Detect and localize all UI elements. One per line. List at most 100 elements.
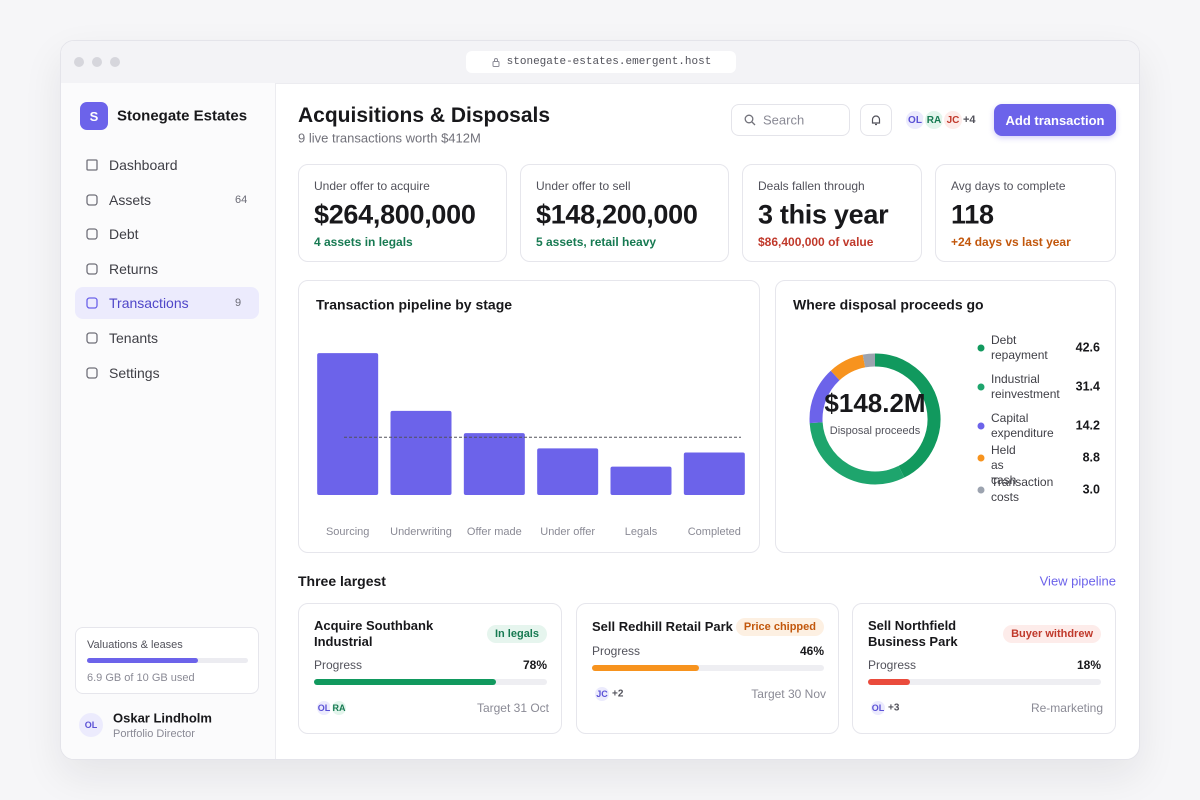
deal-name: Sell Northfield Business Park [868, 618, 958, 649]
legend-value: 8.8 [1083, 450, 1100, 464]
kpi-note: +24 days vs last year [951, 235, 1071, 249]
icon-shape [86, 332, 98, 344]
window-dot [110, 57, 120, 67]
kpi-label: Avg days to complete [951, 179, 1066, 193]
donut-center-caption: Disposal proceeds [830, 425, 921, 437]
deal-status: Buyer withdrew [1003, 625, 1101, 643]
search-box[interactable]: Search [731, 104, 850, 136]
storage-title: Valuations & leases [87, 639, 183, 651]
nav-item[interactable]: Dashboard [75, 149, 259, 181]
progress-row: Progress 78% [314, 658, 547, 672]
nav-label: Dashboard [109, 157, 178, 173]
progress-track [868, 679, 1101, 685]
kpi-value: $264,800,000 [314, 199, 476, 230]
progress-track [314, 679, 547, 685]
user-name: Oskar Lindholm [113, 710, 212, 726]
progress-row: Progress 46% [592, 644, 824, 658]
legend-label: Industrial reinvestment [991, 372, 1060, 401]
brand-logo: S [80, 102, 108, 130]
legend-label: Held as cash [991, 443, 1016, 487]
progress-fill [592, 665, 699, 671]
deal-avatar: RA [330, 699, 348, 717]
nav-item[interactable]: Returns [75, 253, 259, 285]
x-tick-label: Underwriting [390, 526, 452, 538]
deal-status: In legals [486, 625, 547, 643]
nav-icon [86, 366, 98, 379]
team-avatar: JC [942, 109, 964, 131]
kpi-card: Avg days to complete 118 +24 days vs last … [935, 164, 1116, 262]
url-bar[interactable]: stonegate-estates.emergent.host [466, 51, 736, 73]
nav-icon [86, 297, 98, 310]
x-tick-label: Sourcing [326, 526, 369, 538]
icon-shape [86, 228, 98, 240]
legend-swatch [977, 454, 985, 462]
kpi-label: Under offer to acquire [314, 179, 430, 193]
progress-value: 78% [522, 658, 547, 672]
proceeds-card: Where disposal proceeds go Debt repayment 4… [775, 280, 1116, 553]
search-placeholder: Search [763, 112, 805, 128]
add-transaction-button[interactable]: Add transaction [994, 104, 1116, 136]
donut-segment [809, 370, 840, 424]
pipeline-chart: Transaction pipeline by stage Sourcing Und… [316, 297, 745, 538]
deal-footer: JC +2 Target 30 Nov [592, 684, 826, 704]
legend-value: 42.6 [1076, 340, 1100, 354]
deal-header: Sell Redhill Retail Park Price chipped [592, 618, 824, 636]
notifications-button[interactable] [860, 104, 892, 136]
icon-shape [744, 114, 754, 124]
progress-title: Progress [592, 644, 641, 658]
progress-fill [868, 679, 910, 685]
deal-avatars-more: +2 [612, 688, 624, 700]
nav-item[interactable]: Settings [75, 357, 259, 389]
progress-value: 18% [1076, 658, 1101, 672]
view-pipeline-link[interactable]: View pipeline [1039, 573, 1116, 589]
deal-card[interactable]: Sell Northfield Business Park Buyer withd… [852, 603, 1116, 734]
deal-footer-note: Target 31 Oct [476, 701, 549, 715]
donut-segment [830, 354, 866, 381]
deal-card[interactable]: Sell Redhill Retail Park Price chipped Pro… [576, 603, 839, 734]
storage-label: 6.9 GB of 10 GB used [87, 672, 195, 684]
nav-item[interactable]: Debt [75, 218, 259, 250]
deal-header: Sell Northfield Business Park Buyer withd… [868, 618, 1101, 650]
nav-item[interactable]: Tenants [75, 322, 259, 354]
kpi-value: 118 [951, 199, 994, 230]
legend-label: Transaction costs [991, 475, 1053, 504]
bell-icon [871, 115, 881, 126]
bar [463, 433, 525, 495]
nav-label: Debt [109, 226, 139, 243]
pipeline-card: Transaction pipeline by stage Sourcing Und… [298, 280, 760, 553]
donut-segment [874, 353, 941, 478]
legend-label: Debt repayment [991, 333, 1048, 362]
progress-title: Progress [868, 658, 917, 672]
kpi-card: Under offer to sell $148,200,000 5 assets,… [520, 164, 729, 262]
lock-icon [492, 58, 500, 67]
nav-icon [86, 263, 98, 275]
nav-label: Transactions [109, 295, 189, 312]
bar [537, 448, 599, 495]
nav-icon [86, 159, 98, 171]
page-title: Acquisitions & Disposals [298, 104, 551, 127]
icon-shape [86, 297, 98, 310]
deal-header: Acquire Southbank Industrial In legals [314, 618, 547, 650]
nav-item[interactable]: Assets 64 [75, 184, 259, 216]
kpi-value: 3 this year [758, 199, 889, 230]
icon-shape [871, 115, 881, 126]
bar [683, 452, 745, 495]
x-tick-label: Completed [688, 526, 741, 538]
kpi-note: 4 assets in legals [314, 235, 413, 249]
deal-card[interactable]: Acquire Southbank Industrial In legals Pro… [298, 603, 562, 734]
window-dot [92, 57, 102, 67]
legend-label: Capital expenditure [991, 411, 1054, 440]
icon-shape [86, 193, 98, 206]
icon-shape [86, 263, 98, 275]
progress-track [592, 665, 824, 671]
kpi-note: $86,400,000 of value [758, 235, 874, 249]
nav-label: Settings [109, 364, 160, 381]
nav-icon [86, 193, 98, 206]
deal-footer-note: Target 30 Nov [751, 687, 826, 701]
legend-swatch [977, 383, 985, 391]
chart-title: Where disposal proceeds go [793, 297, 984, 313]
brand-name: Stonegate Estates [117, 107, 248, 125]
section-title: Three largest [298, 573, 386, 589]
nav-item[interactable]: Transactions 9 [75, 287, 259, 320]
